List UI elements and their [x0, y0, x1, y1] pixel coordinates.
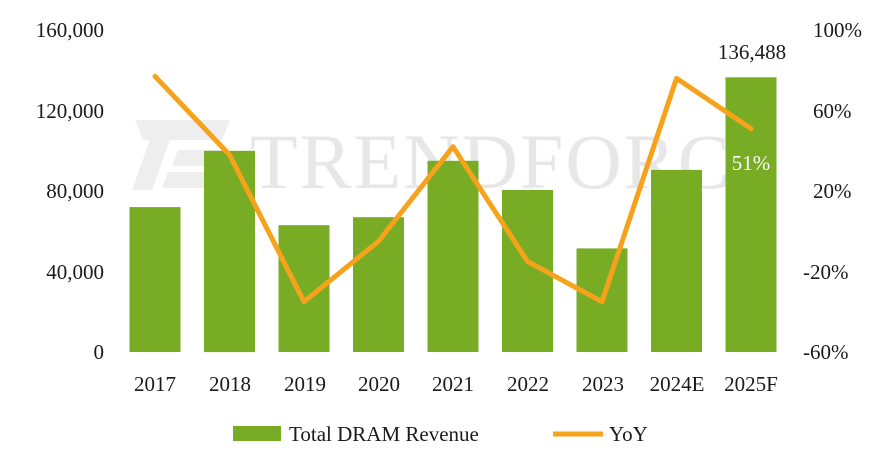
legend: Total DRAM Revenue YoY: [233, 422, 648, 446]
left-tick-label: 40,000: [46, 260, 104, 284]
right-tick-label: 20%: [813, 179, 852, 203]
x-tick-label: 2022: [507, 372, 549, 396]
x-tick-label: 2017: [134, 372, 176, 396]
left-tick-label: 0: [94, 340, 105, 364]
x-tick-label: 2021: [432, 372, 474, 396]
yoy-line-layer: [152, 73, 754, 305]
left-tick-label: 120,000: [36, 99, 104, 123]
right-tick-label: -60%: [803, 340, 849, 364]
watermark-logo: [132, 120, 230, 190]
x-tick-label: 2024E: [650, 372, 705, 396]
x-axis: 2017 2018 2019 2020 2021 2022 2023 2024E…: [134, 372, 778, 396]
x-tick-label: 2023: [582, 372, 624, 396]
revenue-bar-2025f: [725, 77, 777, 353]
revenue-bar-2018: [204, 150, 255, 353]
legend-bar-label: Total DRAM Revenue: [289, 422, 479, 446]
x-tick-label: 2025F: [724, 372, 778, 396]
revenue-bar-2024e: [651, 169, 702, 352]
right-tick-label: 60%: [813, 99, 852, 123]
yoy-data-label-2025f: 51%: [732, 151, 771, 175]
revenue-bar-2021: [427, 160, 479, 352]
bar-data-label-2025f: 136,488: [718, 40, 786, 64]
yoy-line: [152, 73, 754, 305]
revenue-bar-2017: [129, 207, 181, 352]
left-tick-label: 80,000: [46, 179, 104, 203]
x-tick-label: 2018: [209, 372, 251, 396]
right-axis: 100% 60% 20% -20% -60%: [803, 18, 862, 364]
right-tick-label: -20%: [803, 260, 849, 284]
x-tick-label: 2020: [358, 372, 400, 396]
legend-line-label: YoY: [609, 422, 648, 446]
x-tick-label: 2019: [284, 372, 326, 396]
left-tick-label: 160,000: [36, 18, 104, 42]
right-tick-label: 100%: [813, 18, 862, 42]
left-axis: 160,000 120,000 80,000 40,000 0: [36, 18, 104, 364]
legend-bar-swatch: [233, 426, 281, 441]
